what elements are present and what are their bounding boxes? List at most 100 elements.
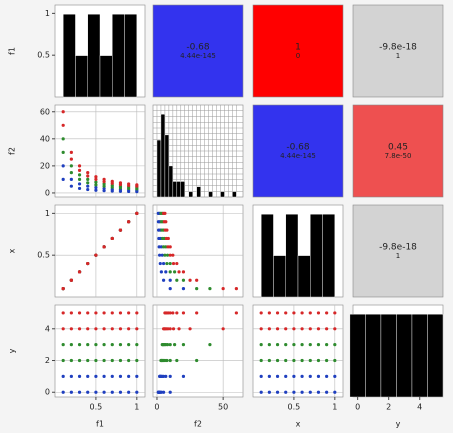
scatter-point xyxy=(168,287,172,291)
scatter-point xyxy=(110,179,114,183)
scatter-point xyxy=(94,180,98,184)
scatter-point xyxy=(267,327,271,331)
scatter-point xyxy=(308,358,312,363)
scatter-point xyxy=(61,110,65,114)
y-tick-label: 40 xyxy=(40,134,50,143)
scatter-point xyxy=(259,343,263,347)
scatter-point xyxy=(234,311,238,315)
histogram-bar xyxy=(232,191,237,198)
scatter-point xyxy=(86,374,90,378)
scatter-point xyxy=(86,358,90,363)
scatter-point xyxy=(158,374,162,378)
y-tick-label: 20 xyxy=(40,161,50,170)
scatter-point xyxy=(316,374,321,378)
scatter-point xyxy=(164,245,168,249)
scatter-point xyxy=(61,287,65,291)
scatter-point xyxy=(61,327,65,331)
scatter-point xyxy=(284,358,288,363)
histogram-bar xyxy=(196,186,201,198)
scatter-point xyxy=(94,358,98,363)
scatter-point xyxy=(135,211,139,215)
x-tick-label: 0 xyxy=(355,403,360,412)
scatter-point xyxy=(308,327,312,331)
scatter-point xyxy=(325,374,329,378)
scatter-point xyxy=(165,261,169,266)
scatter-point xyxy=(292,374,296,378)
scatter-point xyxy=(161,278,166,282)
scatter-point xyxy=(86,187,90,192)
scatter-point xyxy=(77,270,82,274)
scatter-point xyxy=(292,327,296,331)
y-tick-label: 2 xyxy=(45,356,50,365)
scatter-point xyxy=(284,311,288,315)
histogram-bar xyxy=(75,55,88,98)
scatter-point xyxy=(300,343,304,347)
scatter-point xyxy=(94,311,98,315)
scatter-point xyxy=(175,261,179,266)
scatter-point xyxy=(173,270,177,274)
scatter-point xyxy=(316,390,321,394)
scatter-point xyxy=(188,327,192,331)
scatter-point xyxy=(69,150,73,154)
scatter-point xyxy=(333,390,337,394)
scatter-point xyxy=(69,164,73,168)
scatter-point xyxy=(177,270,181,274)
scatter-point xyxy=(333,327,337,331)
histogram-bar xyxy=(99,55,113,98)
scatter-point xyxy=(177,327,181,331)
scatter-point xyxy=(168,270,172,274)
scatter-point xyxy=(181,287,186,291)
y-tick-label: 0.5 xyxy=(37,251,50,260)
correlation-p: 1 xyxy=(396,252,400,260)
scatter-point xyxy=(69,358,73,363)
scatter-point xyxy=(77,390,82,394)
scatter-point xyxy=(110,236,114,241)
scatter-point xyxy=(160,253,164,257)
histogram-bar xyxy=(87,13,101,98)
scatter-point xyxy=(165,228,169,232)
scatter-point xyxy=(69,184,73,188)
scatter-point xyxy=(94,374,98,378)
scatter-point xyxy=(163,311,167,315)
scatter-point xyxy=(195,287,199,291)
scatter-point xyxy=(168,245,172,249)
scatter-point xyxy=(221,327,225,331)
scatter-point xyxy=(165,253,170,257)
histogram-bar xyxy=(411,314,428,398)
scatter-point xyxy=(77,358,82,363)
scatter-point xyxy=(168,261,172,266)
scatter-point xyxy=(127,374,131,378)
scatter-point xyxy=(175,278,179,282)
scatter-point xyxy=(164,374,168,378)
scatter-point xyxy=(102,374,106,378)
panel xyxy=(252,304,344,398)
scatter-point xyxy=(181,311,186,315)
correlation-r: -0.68 xyxy=(286,143,310,153)
scatter-point xyxy=(208,287,212,291)
scatter-point xyxy=(181,278,186,282)
scatter-point xyxy=(259,390,263,394)
histogram-bar xyxy=(208,191,213,198)
scatter-point xyxy=(102,186,106,191)
scatter-point xyxy=(195,311,199,315)
scatter-point xyxy=(102,327,106,331)
scatter-point xyxy=(127,358,131,363)
correlation-cell xyxy=(252,104,344,198)
scatter-point xyxy=(69,327,73,331)
scatter-point xyxy=(94,185,98,190)
scatter-point xyxy=(308,343,312,347)
scatter-point xyxy=(61,123,65,127)
scatter-point xyxy=(86,311,90,315)
scatter-point xyxy=(61,358,65,363)
scatter-point xyxy=(118,343,123,347)
scatter-point xyxy=(102,245,106,249)
x-tick-label: 0.5 xyxy=(288,403,301,412)
scatter-point xyxy=(69,177,73,182)
scatter-point xyxy=(86,184,90,188)
scatter-point xyxy=(234,287,238,291)
scatter-point xyxy=(61,137,65,141)
scatter-point xyxy=(94,253,98,257)
y-tick-label: 0 xyxy=(45,188,50,197)
scatter-point xyxy=(168,390,172,394)
